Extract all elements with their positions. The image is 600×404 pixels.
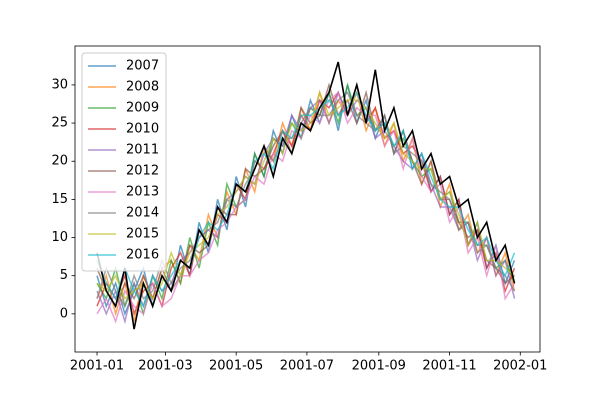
y-tick-label: 15 [51, 192, 68, 207]
series-line [96, 90, 516, 325]
x-tick-label: 2001-05 [209, 359, 263, 374]
legend-label: 2007 [126, 59, 159, 74]
y-tick-label: 5 [60, 268, 68, 283]
legend-label: 2015 [126, 227, 159, 242]
y-tick-label: 0 [60, 306, 68, 321]
legend-label: 2012 [126, 164, 159, 179]
y-tick-label: 20 [51, 154, 68, 169]
x-tick-label: 2001-11 [422, 359, 476, 374]
legend-label: 2010 [126, 122, 159, 137]
x-tick-label: 2002-01 [493, 359, 547, 374]
y-tick-label: 30 [51, 77, 68, 92]
y-tick-label: 10 [51, 230, 68, 245]
legend-label: 2013 [126, 185, 159, 200]
legend-label: 2008 [126, 80, 159, 95]
x-tick-label: 2001-03 [138, 359, 192, 374]
x-tick-label: 2001-09 [352, 359, 406, 374]
legend-label: 2011 [126, 143, 159, 158]
legend-label: 2014 [126, 206, 159, 221]
y-tick-label: 25 [51, 116, 68, 131]
series-line [96, 61, 516, 330]
x-tick-label: 2001-07 [280, 359, 334, 374]
legend-label: 2009 [126, 101, 159, 116]
x-tick-label: 2001-01 [70, 359, 124, 374]
legend-label: 2016 [126, 248, 159, 263]
